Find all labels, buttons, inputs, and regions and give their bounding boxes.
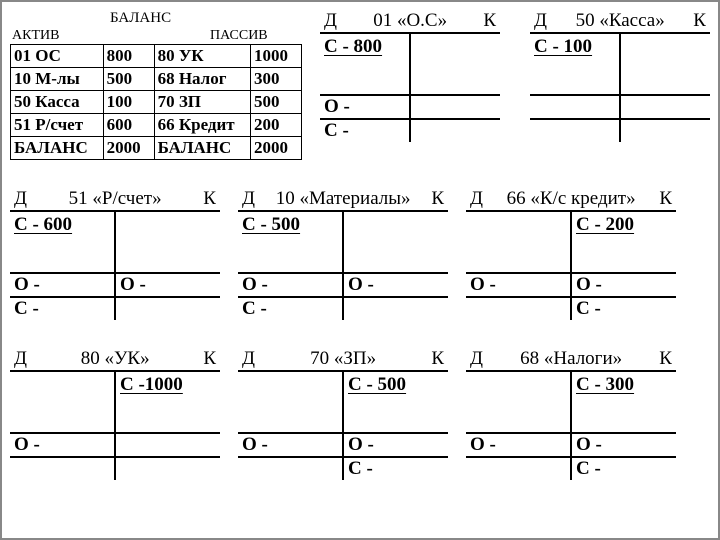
t-foot-left — [530, 120, 621, 142]
t-left-cell — [238, 372, 344, 432]
t-ob-left: О - — [320, 96, 411, 118]
t-foot-right — [116, 458, 220, 480]
t-foot-left — [466, 458, 572, 480]
t-right-cell: С - 200 — [572, 212, 676, 272]
t-debit-label: Д — [14, 188, 27, 210]
t-right-cell: С -1000 — [116, 372, 220, 432]
t-account-name: 66 «К/с кредит» — [507, 188, 636, 210]
t-foot-right — [411, 120, 500, 142]
t-left-cell: С - 100 — [530, 34, 621, 94]
t-ob-left: О - — [466, 274, 572, 296]
t-account: Д 70 «ЗП» К С - 500 О - О - С - — [238, 348, 448, 480]
t-foot-left: С - — [10, 298, 116, 320]
t-ob-right: О - — [344, 434, 448, 456]
t-ob-left — [530, 96, 621, 118]
t-ob-right — [411, 96, 500, 118]
t-ob-left: О - — [466, 434, 572, 456]
t-foot-left: С - — [238, 298, 344, 320]
balance-total-row: БАЛАНС2000БАЛАНС2000 — [11, 137, 302, 160]
t-foot-left — [238, 458, 344, 480]
t-foot-right — [116, 298, 220, 320]
t-debit-label: Д — [470, 188, 483, 210]
t-right-cell: С - 500 — [344, 372, 448, 432]
t-debit-label: Д — [242, 348, 255, 370]
t-left-cell: С - 600 — [10, 212, 116, 272]
t-left-cell: С - 500 — [238, 212, 344, 272]
t-account-name: 01 «О.С» — [373, 10, 447, 32]
t-ob-right: О - — [116, 274, 220, 296]
t-right-cell — [621, 34, 710, 94]
t-credit-label: К — [659, 188, 672, 210]
t-account: Д 66 «К/с кредит» К С - 200 О - О - С - — [466, 188, 676, 320]
t-account-name: 50 «Касса» — [576, 10, 665, 32]
t-right-cell: С - 300 — [572, 372, 676, 432]
t-ob-right — [621, 96, 710, 118]
balance-table: 01 ОС80080 УК100010 М-лы50068 Налог30050… — [10, 44, 302, 160]
t-foot-left: С - — [320, 120, 411, 142]
t-foot-right: С - — [344, 458, 448, 480]
t-ob-right: О - — [572, 434, 676, 456]
t-foot-right: С - — [572, 298, 676, 320]
bot-row: Д 80 «УК» К С -1000 О - Д 70 «ЗП» К С - … — [10, 348, 710, 480]
t-account-name: 51 «Р/счет» — [69, 188, 162, 210]
t-credit-label: К — [693, 10, 706, 32]
t-account-name: 68 «Налоги» — [520, 348, 622, 370]
balance-row: 51 Р/счет60066 Кредит200 — [11, 114, 302, 137]
t-account: Д 01 «О.С» К С - 800 О - С - — [320, 10, 500, 160]
t-right-cell — [116, 212, 220, 272]
t-account: Д 10 «Материалы» К С - 500 О - О - С - — [238, 188, 448, 320]
t-foot-left — [466, 298, 572, 320]
t-ob-left: О - — [238, 274, 344, 296]
t-ob-left: О - — [10, 434, 116, 456]
t-account: Д 51 «Р/счет» К С - 600 О - О - С - — [10, 188, 220, 320]
t-right-cell — [344, 212, 448, 272]
t-credit-label: К — [659, 348, 672, 370]
balance-aktiv-label: АКТИВ — [12, 28, 59, 44]
t-credit-label: К — [431, 348, 444, 370]
t-left-cell — [10, 372, 116, 432]
balance-title: БАЛАНС — [110, 10, 171, 27]
t-account: Д 80 «УК» К С -1000 О - — [10, 348, 220, 480]
t-account-name: 80 «УК» — [81, 348, 150, 370]
t-account-name: 10 «Материалы» — [276, 188, 411, 210]
t-debit-label: Д — [470, 348, 483, 370]
t-ob-right — [116, 434, 220, 456]
t-account-name: 70 «ЗП» — [310, 348, 376, 370]
t-ob-left: О - — [10, 274, 116, 296]
t-debit-label: Д — [324, 10, 337, 32]
t-left-cell — [466, 372, 572, 432]
page: БАЛАНС АКТИВ ПАССИВ 01 ОС80080 УК100010 … — [10, 10, 710, 530]
t-ob-right: О - — [344, 274, 448, 296]
balance-row: 50 Касса10070 ЗП500 — [11, 91, 302, 114]
balance-passiv-label: ПАССИВ — [210, 28, 268, 44]
mid-row: Д 51 «Р/счет» К С - 600 О - О - С - Д 10… — [10, 188, 710, 320]
t-left-cell: С - 800 — [320, 34, 411, 94]
top-row: БАЛАНС АКТИВ ПАССИВ 01 ОС80080 УК100010 … — [10, 10, 710, 160]
t-left-cell — [466, 212, 572, 272]
t-debit-label: Д — [14, 348, 27, 370]
t-account: Д 68 «Налоги» К С - 300 О - О - С - — [466, 348, 676, 480]
t-foot-left — [10, 458, 116, 480]
t-ob-right: О - — [572, 274, 676, 296]
t-debit-label: Д — [534, 10, 547, 32]
t-credit-label: К — [483, 10, 496, 32]
t-ob-left: О - — [238, 434, 344, 456]
t-credit-label: К — [203, 188, 216, 210]
t-foot-right — [344, 298, 448, 320]
t-credit-label: К — [431, 188, 444, 210]
t-foot-right — [621, 120, 710, 142]
t-foot-right: С - — [572, 458, 676, 480]
t-right-cell — [411, 34, 500, 94]
balance-table-block: БАЛАНС АКТИВ ПАССИВ 01 ОС80080 УК100010 … — [10, 10, 302, 160]
balance-row: 10 М-лы50068 Налог300 — [11, 68, 302, 91]
balance-row: 01 ОС80080 УК1000 — [11, 45, 302, 68]
t-debit-label: Д — [242, 188, 255, 210]
t-credit-label: К — [203, 348, 216, 370]
t-account: Д 50 «Касса» К С - 100 — [530, 10, 710, 160]
